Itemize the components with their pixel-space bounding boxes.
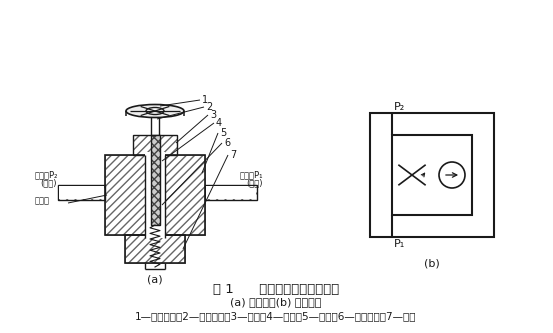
Bar — [370, 113, 494, 237]
Circle shape — [439, 162, 465, 188]
Text: 1—调节手轮；2—调节螺钉；3—螺盖；4—阀芯；5—阀体；6—复位弹簧；7—端盖: 1—调节手轮；2—调节螺钉；3—螺盖；4—阀芯；5—阀体；6—复位弹簧；7—端盖 — [135, 311, 417, 321]
Text: 出油口P₂: 出油口P₂ — [35, 170, 59, 179]
Text: 7: 7 — [230, 150, 236, 160]
Bar — [125, 235, 185, 263]
Bar — [58, 185, 105, 200]
Text: (反出): (反出) — [246, 178, 263, 187]
Ellipse shape — [146, 108, 164, 115]
Bar — [58, 185, 105, 200]
Text: 4: 4 — [216, 118, 222, 128]
Text: 进油口P₁: 进油口P₁ — [240, 170, 263, 179]
Text: 2: 2 — [206, 102, 212, 112]
Text: (a) 结构图；(b) 图形符号: (a) 结构图；(b) 图形符号 — [230, 297, 322, 307]
Bar — [151, 135, 160, 225]
Bar — [105, 155, 205, 235]
Text: (b): (b) — [424, 259, 440, 269]
Bar — [59, 186, 104, 199]
Text: 节流口: 节流口 — [35, 196, 50, 205]
Bar — [205, 185, 257, 200]
Bar — [206, 186, 256, 199]
Bar — [392, 135, 472, 215]
Bar — [133, 135, 177, 155]
Text: P₁: P₁ — [394, 239, 405, 249]
Bar — [145, 152, 165, 238]
Text: 5: 5 — [220, 128, 226, 138]
Bar — [205, 185, 257, 200]
Text: 图 1      滑阀压差式单向节流阀: 图 1 滑阀压差式单向节流阀 — [213, 283, 339, 296]
Text: 6: 6 — [224, 138, 230, 148]
Text: P₂: P₂ — [394, 102, 405, 112]
Text: 1: 1 — [202, 95, 208, 105]
Bar — [105, 155, 205, 235]
Bar — [151, 135, 160, 225]
Ellipse shape — [126, 105, 184, 118]
Bar — [133, 135, 177, 155]
Text: (a): (a) — [147, 275, 163, 285]
Bar — [125, 235, 185, 263]
Text: 3: 3 — [210, 110, 216, 120]
Text: (反进): (反进) — [40, 178, 56, 187]
